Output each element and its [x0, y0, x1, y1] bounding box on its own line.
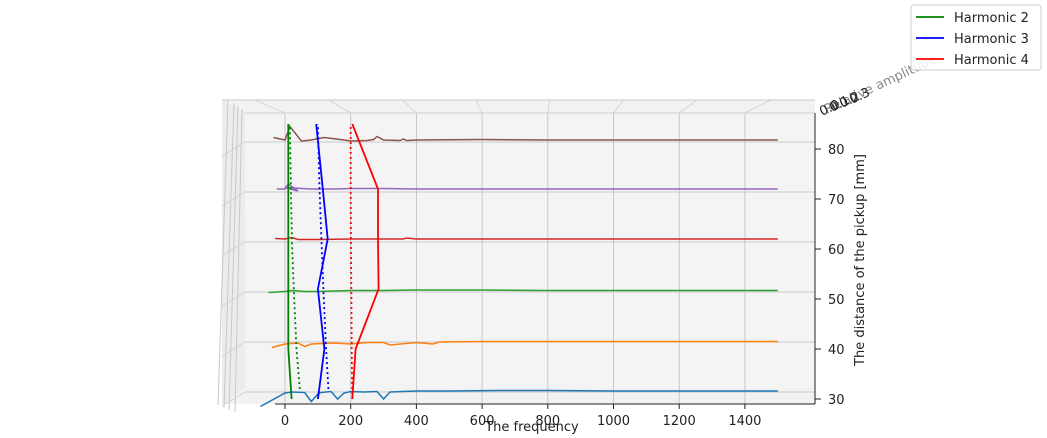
- y-tick-label-1: 40: [828, 343, 845, 358]
- pane-edge-0: [217, 99, 229, 406]
- y-tick-label-2: 50: [828, 293, 845, 308]
- x-grid-top-6: [678, 99, 698, 114]
- x-grid-top-2: [402, 99, 417, 114]
- legend-label-0: Harmonic 2: [954, 11, 1029, 26]
- axes: 0 200 400 600 800 1000 1200 14003040506070800.0…: [275, 85, 872, 429]
- y-grid-side-3: [221, 241, 246, 257]
- x-grid-top-1: [328, 99, 351, 114]
- harmonic-dotted-3: [289, 123, 301, 390]
- y-grid-side-4: [221, 191, 246, 207]
- x-grid-top-7: [744, 99, 772, 114]
- x-tick-label-7: 1400: [728, 414, 761, 429]
- x-tick-label-0: 0: [281, 414, 289, 429]
- spectrum-line-70: [276, 182, 778, 192]
- spectrum-line-30: [260, 389, 778, 408]
- x-grid-top-0: [254, 99, 286, 114]
- x-tick-label-2: 400: [404, 414, 429, 429]
- y-tick-label-5: 80: [828, 143, 845, 158]
- harmonic-dotted-5: [349, 124, 354, 400]
- harmonic-lines: [287, 123, 380, 400]
- y-grid-side-1: [221, 341, 246, 357]
- pane-edge-3: [234, 108, 243, 413]
- grid-lines: [221, 99, 815, 407]
- spectrum-line-40: [271, 340, 778, 349]
- y-tick-label-0: 30: [828, 393, 845, 408]
- x-axis-title: The frequency: [484, 420, 579, 435]
- x-tick-label-1: 200: [338, 414, 363, 429]
- x-grid-top-4: [547, 99, 551, 114]
- x-tick-label-4: 800: [535, 414, 560, 429]
- pane-edge-1: [223, 102, 235, 409]
- y-axis-title: The distance of the pickup [mm]: [853, 154, 868, 367]
- y-grid-side-2: [221, 291, 246, 307]
- y-grid-side-5: [221, 141, 246, 157]
- x-grid-top-3: [475, 99, 483, 114]
- y-tick-label-3: 60: [828, 243, 845, 258]
- pane-edge-2: [228, 105, 239, 411]
- spectra-lines: [260, 124, 778, 408]
- y-grid-side-0: [221, 391, 246, 407]
- axis-panes: [217, 99, 815, 413]
- legend-frame: [910, 4, 1042, 71]
- spectrum-line-60: [275, 236, 778, 241]
- spectrum-line-50: [268, 289, 778, 294]
- legend: Harmonic 2 Harmonic 3 Harmonic 4: [910, 4, 1042, 71]
- x-tick-label-5: 1000: [597, 414, 630, 429]
- x-tick-label-3: 600: [470, 414, 495, 429]
- legend-label-1: Harmonic 3: [954, 32, 1029, 47]
- inner-pane: [245, 113, 815, 388]
- y-tick-label-4: 70: [828, 193, 845, 208]
- harmonic-line-2: [351, 123, 380, 400]
- harmonic-line-0: [287, 124, 293, 400]
- x-tick-label-6: 1200: [663, 414, 696, 429]
- spectrum-line-80: [273, 124, 778, 142]
- x-grid-top-5: [613, 99, 624, 114]
- legend-label-2: Harmonic 4: [954, 53, 1029, 68]
- harmonic-dotted-4: [317, 123, 330, 390]
